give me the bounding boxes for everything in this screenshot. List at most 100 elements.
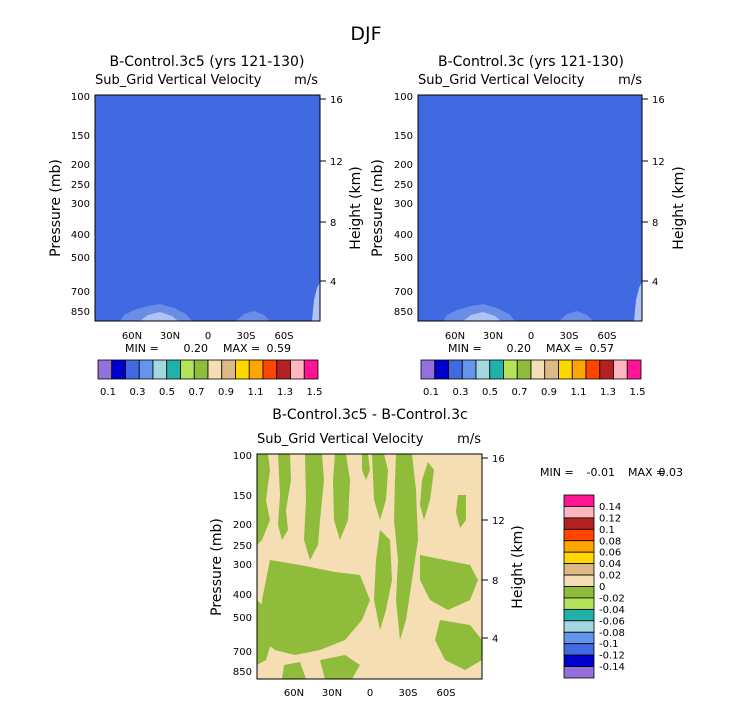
colorbar-label: 0.3 — [453, 387, 469, 398]
panel-2-frame — [417, 94, 643, 322]
panel-2-variable-label: Sub_Grid Vertical Velocity — [418, 73, 585, 88]
colorbar-swatch — [530, 359, 546, 380]
panel-2-xtick-30n: 30N — [483, 331, 503, 342]
colorbar-label: 1.5 — [630, 387, 646, 398]
panel-3-green-patch — [394, 454, 418, 640]
panel-2-colorbar: 0.1 0.3 0.5 0.7 0.9 1.1 1.3 1.5 — [420, 359, 646, 398]
panel-3-ytick-100: 100 — [233, 451, 252, 462]
colorbar-swatch — [585, 359, 601, 380]
panel-1-field-fill — [95, 95, 320, 321]
colorbar-swatch — [180, 359, 195, 380]
colorbar-label: 0.04 — [599, 559, 621, 570]
colorbar-label: 0.3 — [130, 387, 146, 398]
panel-3-green-patch — [304, 454, 324, 560]
colorbar-label: 1.5 — [307, 387, 323, 398]
colorbar-swatch — [276, 359, 291, 380]
panel-2-ytick-150: 150 — [394, 131, 413, 142]
panel-3-ytick-700: 700 — [233, 647, 252, 658]
colorbar-label: -0.1 — [599, 639, 619, 650]
panel-3-ylabel-height: Height (km) — [510, 525, 526, 608]
panel-1-title: B-Control.3c5 (yrs 121-130) — [110, 54, 305, 70]
colorbar-label: 0.7 — [512, 387, 528, 398]
panel-1-height-tick-8: 8 — [330, 218, 336, 229]
panel-3-ylabel-pressure: Pressure (mb) — [209, 518, 225, 616]
panel-2-contour-lighter — [463, 312, 501, 321]
panel-2-xtick-60n: 60N — [445, 331, 465, 342]
colorbar-swatch — [516, 359, 532, 380]
panel-3-green-patch — [333, 454, 350, 540]
panel-3-max-label: MAX = — [628, 466, 665, 479]
panel-1-ytick-100: 100 — [71, 92, 90, 103]
colorbar-label: 0.5 — [159, 387, 175, 398]
colorbar-swatch — [563, 666, 595, 679]
colorbar-label: -0.06 — [599, 616, 625, 627]
panel-3-ytick-150: 150 — [233, 491, 252, 502]
colorbar-swatch — [166, 359, 181, 380]
panel-1-xtick-30n: 30N — [160, 331, 180, 342]
colorbar-swatch — [563, 517, 595, 530]
panel-1-ytick-850: 850 — [71, 307, 90, 318]
colorbar-label: 0.12 — [599, 513, 621, 524]
colorbar-swatch — [138, 359, 154, 380]
panel-3-green-patch — [257, 600, 272, 665]
panel-3-green-patch — [362, 454, 370, 480]
panel-1-ytick-250: 250 — [71, 180, 90, 191]
panel-2-contour-light-2 — [559, 311, 593, 321]
panel-2-ytick-250: 250 — [394, 180, 413, 191]
colorbar-swatch — [563, 506, 595, 519]
panel-3-xtick-30n: 30N — [322, 688, 342, 699]
panel-1-xtick-60s: 60S — [274, 331, 293, 342]
colorbar-swatch — [420, 359, 436, 380]
panel-1-variable-label: Sub_Grid Vertical Velocity — [95, 73, 262, 88]
panel-3-height-tick-4: 4 — [492, 634, 498, 645]
panel-2-height-tick-16: 16 — [652, 95, 665, 106]
colorbar-swatch — [563, 563, 595, 576]
colorbar-label: 0.08 — [599, 536, 621, 547]
panel-2-xtick-30s: 30S — [559, 331, 578, 342]
colorbar-swatch — [563, 528, 595, 542]
panel-3-ytick-400: 400 — [233, 590, 252, 601]
colorbar-swatch — [563, 597, 595, 610]
panel-2-ytick-850: 850 — [394, 307, 413, 318]
panel-1-ytick-150: 150 — [71, 131, 90, 142]
panel-1-ytick-300: 300 — [71, 199, 90, 210]
panel-3-variable-label: Sub_Grid Vertical Velocity — [257, 432, 424, 447]
colorbar-swatch — [571, 359, 587, 380]
panel-3-green-patch — [435, 620, 482, 670]
panel-2-ytick-700: 700 — [394, 287, 413, 298]
panel-1-height-tick-16: 16 — [330, 95, 343, 106]
colorbar-swatch — [111, 359, 126, 380]
panel-3-ytick-250: 250 — [233, 541, 252, 552]
panel-2-title: B-Control.3c (yrs 121-130) — [438, 54, 624, 70]
panel-2-field-fill — [418, 95, 642, 321]
panel-3-green-patch — [320, 655, 360, 679]
colorbar-swatch — [262, 359, 278, 380]
panel-3-height-tick-16: 16 — [492, 454, 505, 465]
panel-3-ytick-200: 200 — [233, 520, 252, 531]
colorbar-swatch — [97, 359, 113, 380]
colorbar-swatch — [221, 359, 236, 380]
panel-2-ytick-500: 500 — [394, 253, 413, 264]
colorbar-swatch — [152, 359, 168, 380]
panel-1-units-label: m/s — [294, 73, 318, 88]
panel-1-height-tick-4: 4 — [330, 277, 336, 288]
colorbar-swatch — [558, 359, 573, 380]
colorbar-swatch — [303, 359, 319, 380]
colorbar-label: -0.04 — [599, 605, 625, 616]
colorbar-label: 1.1 — [571, 387, 587, 398]
colorbar-swatch — [503, 359, 518, 380]
panel-2-ylabel-pressure: Pressure (mb) — [370, 159, 386, 257]
panel-2-ytick-100: 100 — [394, 92, 413, 103]
panel-2-contour-light — [443, 304, 515, 321]
panel-1-ylabel-pressure: Pressure (mb) — [48, 159, 64, 257]
panel-3-green-patch — [262, 560, 370, 655]
panel-2-units-label: m/s — [618, 73, 642, 88]
colorbar-swatch — [563, 540, 595, 553]
panel-3-green-patch — [278, 454, 291, 540]
colorbar-swatch — [563, 643, 595, 656]
colorbar-swatch — [563, 620, 595, 633]
colorbar-label: 0 — [599, 582, 605, 593]
panel-3-xtick-0: 0 — [367, 688, 373, 699]
panel-2-max-label: MAX = — [546, 342, 583, 355]
panel-3-green-patch — [420, 462, 434, 520]
